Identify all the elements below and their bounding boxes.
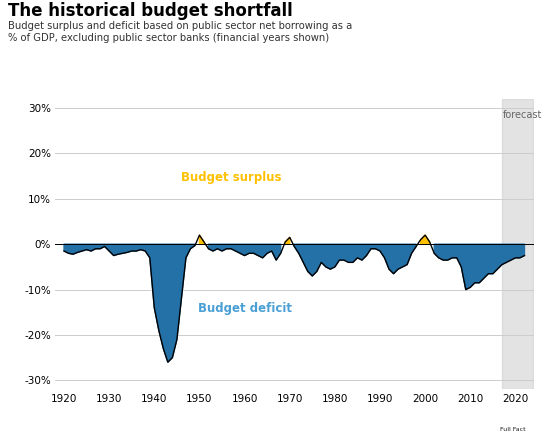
Text: Source:: Source: <box>8 414 50 424</box>
Polygon shape <box>499 402 536 436</box>
Text: The historical budget shortfall: The historical budget shortfall <box>8 2 293 20</box>
Bar <box>502 99 534 389</box>
Text: Budget surplus: Budget surplus <box>181 171 281 183</box>
Text: forecast: forecast <box>503 110 543 121</box>
Text: Budget deficit: Budget deficit <box>197 302 292 315</box>
Text: Full Fact: Full Fact <box>500 428 526 433</box>
Text: Budget surplus and deficit based on public sector net borrowing as a
% of GDP, e: Budget surplus and deficit based on publ… <box>8 21 353 43</box>
Text: Office for Budget Responsibility, “Public finances databank”, March 2018: Office for Budget Responsibility, “Publi… <box>43 414 403 424</box>
